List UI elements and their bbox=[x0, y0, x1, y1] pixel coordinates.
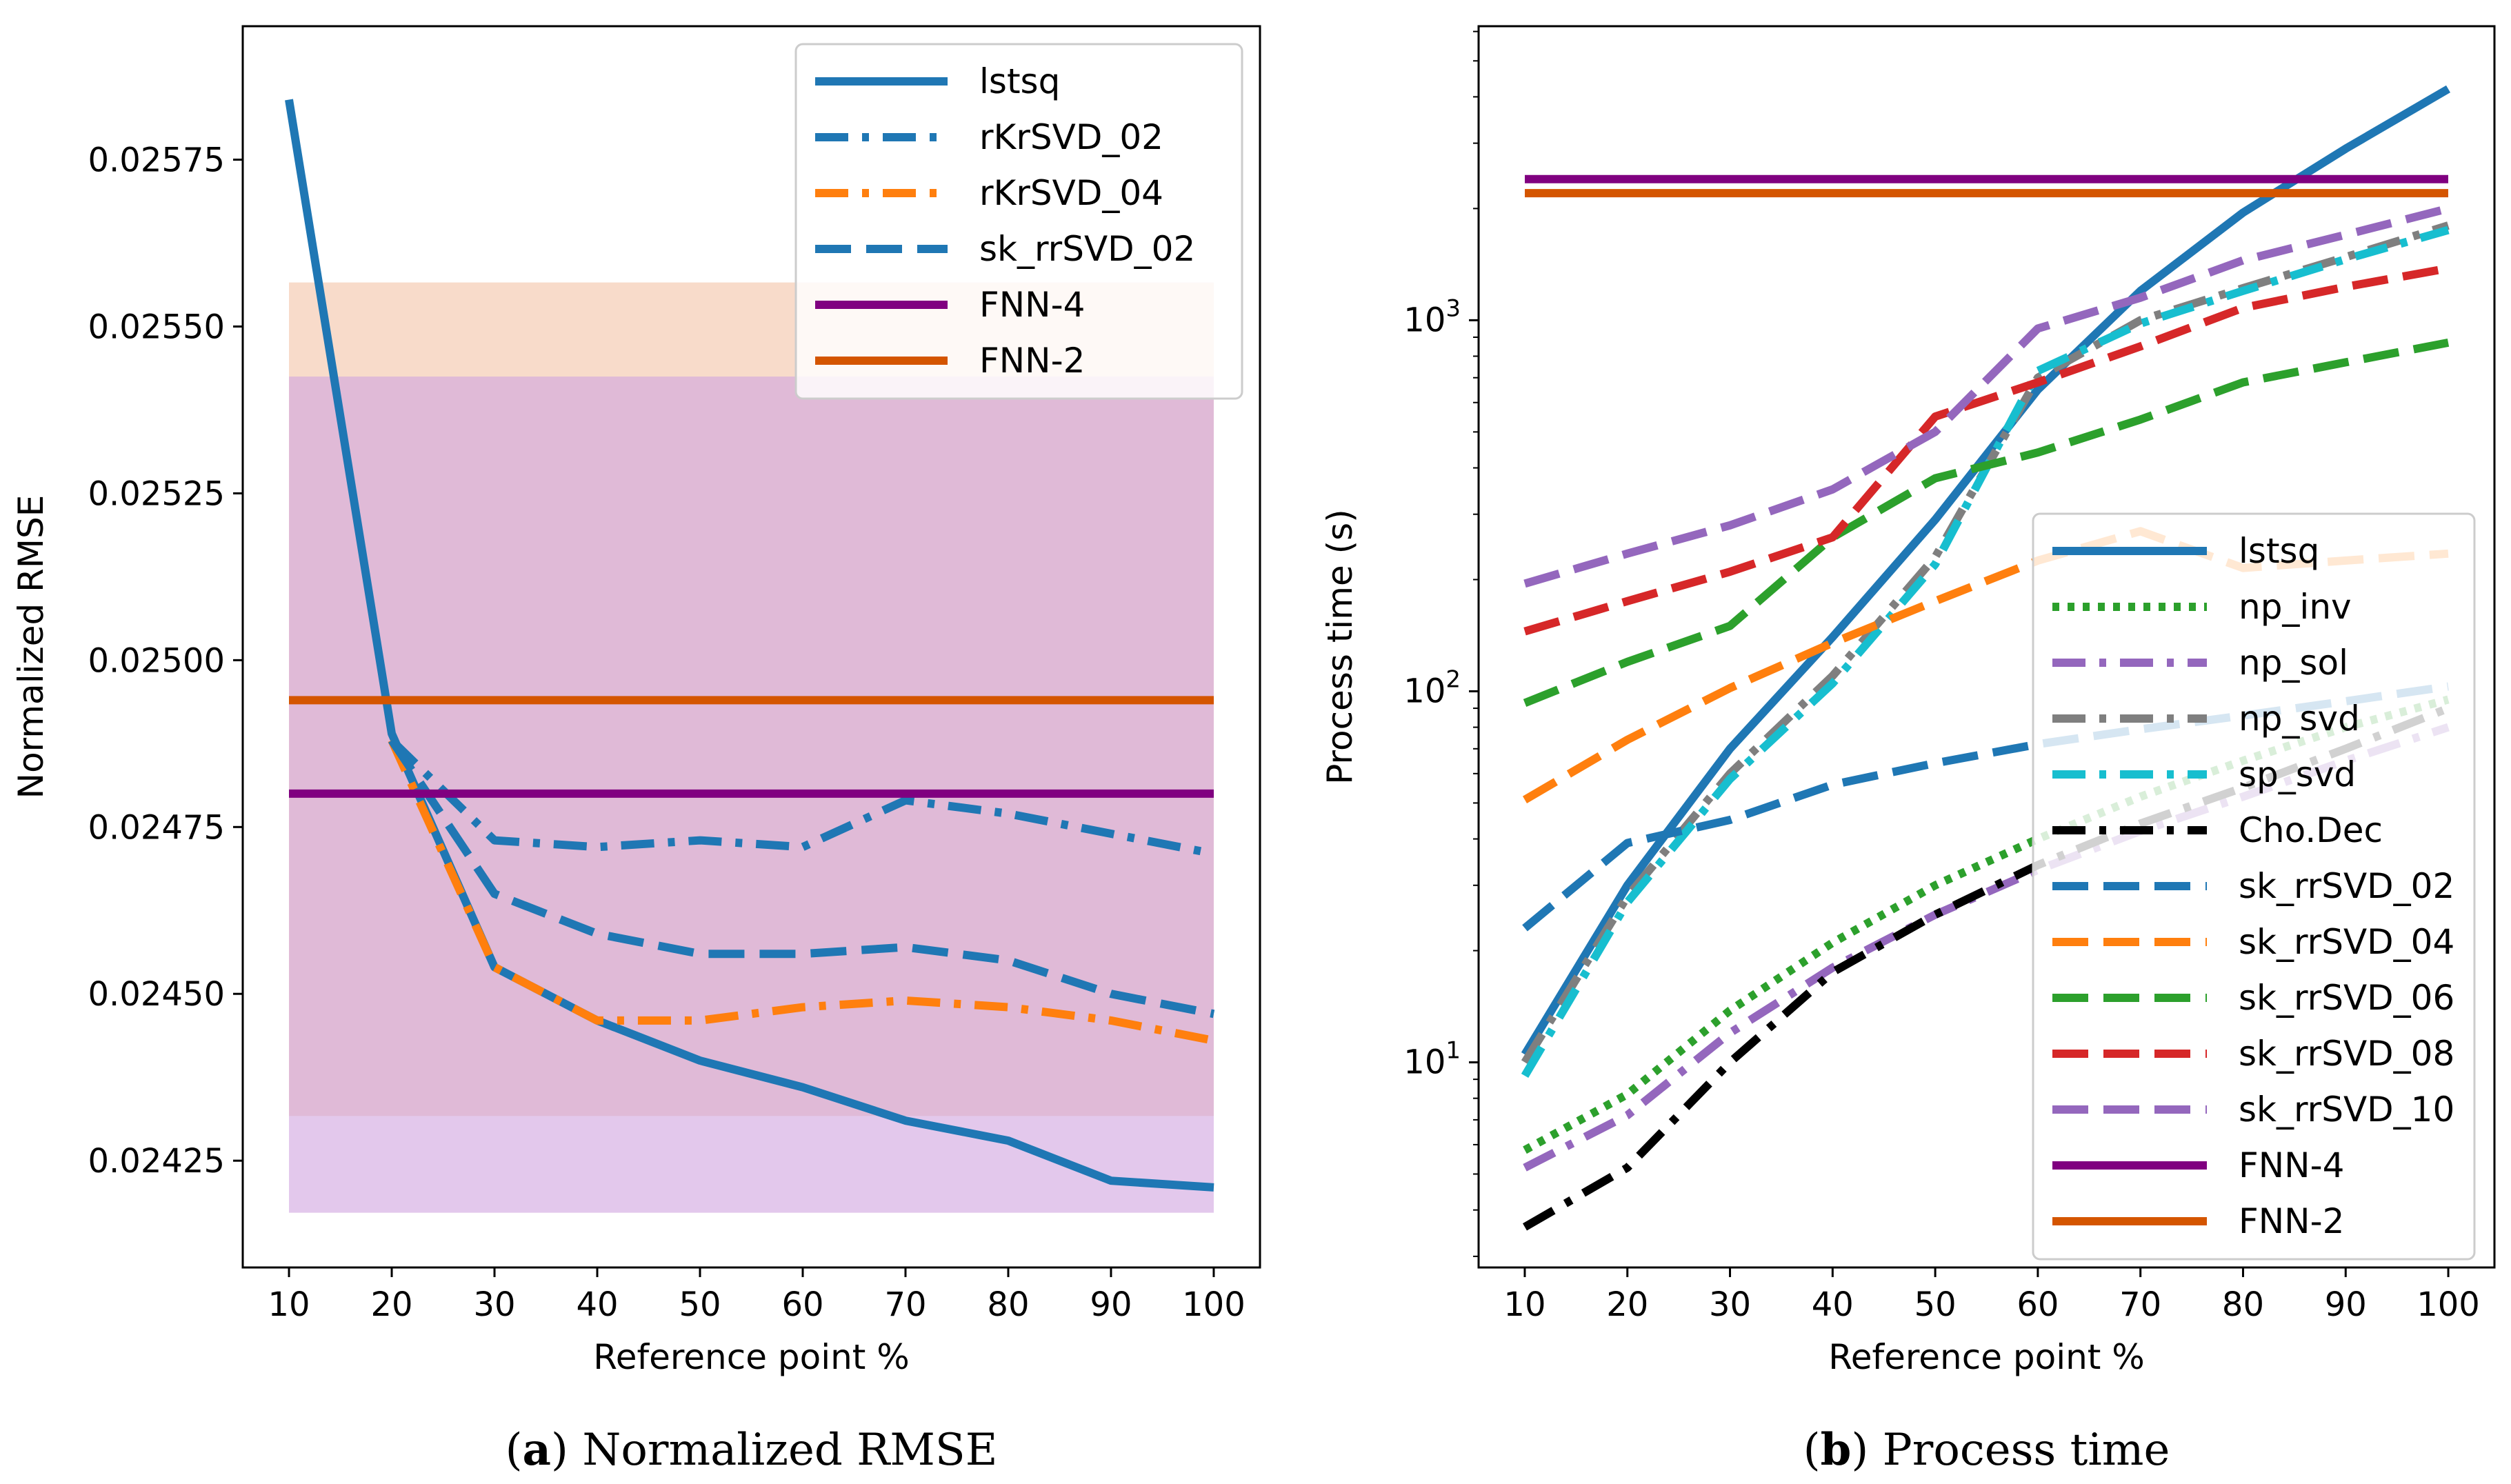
legend-label-FNN-2: FNN-2 bbox=[2239, 1201, 2344, 1241]
legend-label-Cho.Dec: Cho.Dec bbox=[2239, 810, 2383, 850]
legend-label-sk_rrSVD_10: sk_rrSVD_10 bbox=[2239, 1090, 2454, 1130]
x-tick-label: 70 bbox=[884, 1285, 926, 1324]
legend-box bbox=[794, 43, 1243, 400]
legend-label-sk_rrSVD_02: sk_rrSVD_02 bbox=[2239, 866, 2454, 906]
legend-label-sp_svd: sp_svd bbox=[2239, 754, 2356, 794]
x-tick-label: 90 bbox=[1090, 1285, 1132, 1324]
legend-label-FNN-4: FNN-4 bbox=[2239, 1145, 2344, 1185]
legend-label-sk_rrSVD_02: sk_rrSVD_02 bbox=[979, 229, 1195, 269]
x-tick-label: 60 bbox=[781, 1285, 823, 1324]
y-tick-label: 103 bbox=[1403, 294, 1461, 339]
legend-label-np_inv: np_inv bbox=[2239, 587, 2352, 627]
legend-label-lstsq: lstsq bbox=[979, 61, 1060, 101]
y-tick-label: 0.02575 bbox=[88, 141, 226, 180]
x-tick-label: 40 bbox=[1812, 1285, 1854, 1324]
legend-label-sk_rrSVD_06: sk_rrSVD_06 bbox=[2239, 978, 2454, 1018]
x-tick-label: 20 bbox=[370, 1285, 412, 1324]
x-tick-label: 70 bbox=[2119, 1285, 2161, 1324]
x-tick-label: 30 bbox=[1709, 1285, 1751, 1324]
legend-label-FNN-2: FNN-2 bbox=[979, 341, 1085, 381]
series-line-sk_rrSVD_02 bbox=[1522, 682, 2449, 932]
x-tick-label: 100 bbox=[2417, 1285, 2480, 1324]
panel-b: 10 20 30 40 50 60 70 80 90 100 101 102 103 Reference … bbox=[1320, 25, 2496, 1476]
y-tick-label: 0.02475 bbox=[88, 808, 226, 847]
x-tick-label: 80 bbox=[987, 1285, 1029, 1324]
panel-a: 10 20 30 40 50 60 70 80 90 100 0.02425 0.02450 0.024… bbox=[11, 25, 1261, 1476]
y-tick-label: 101 bbox=[1403, 1037, 1461, 1082]
legend-label-rKrSVD_04: rKrSVD_04 bbox=[979, 173, 1163, 213]
axes-frame bbox=[1477, 25, 2496, 1269]
y-axis-label: Process time (s) bbox=[1320, 509, 1360, 785]
legend-label-rKrSVD_02: rKrSVD_02 bbox=[979, 117, 1163, 157]
y-tick-label: 0.02425 bbox=[88, 1142, 226, 1181]
x-tick-label: 80 bbox=[2222, 1285, 2264, 1324]
panel-caption: (b) Process time bbox=[1803, 1424, 2170, 1476]
legend-label-np_sol: np_sol bbox=[2239, 643, 2348, 683]
x-tick-label: 20 bbox=[1606, 1285, 1648, 1324]
y-tick-label: 0.02450 bbox=[88, 975, 226, 1014]
y-tick-label: 0.02525 bbox=[88, 474, 226, 513]
legend-label-np_svd: np_svd bbox=[2239, 699, 2360, 739]
x-axis-label: Reference point % bbox=[593, 1337, 910, 1377]
legend-label-FNN-4: FNN-4 bbox=[979, 285, 1085, 325]
x-tick-label: 30 bbox=[473, 1285, 515, 1324]
x-tick-label: 10 bbox=[1503, 1285, 1545, 1324]
y-tick-label: 0.02550 bbox=[88, 308, 226, 346]
y-axis-label: Normalized RMSE bbox=[11, 495, 51, 799]
legend-label-sk_rrSVD_04: sk_rrSVD_04 bbox=[2239, 922, 2454, 962]
x-tick-label: 10 bbox=[268, 1285, 310, 1324]
axes-frame bbox=[241, 25, 1261, 1269]
x-tick-label: 100 bbox=[1182, 1285, 1246, 1324]
x-tick-label: 60 bbox=[2017, 1285, 2059, 1324]
series-line-lstsq bbox=[285, 99, 1214, 1192]
y-tick-label: 102 bbox=[1403, 665, 1461, 710]
series-line-sk_rrSVD_06 bbox=[1523, 339, 2450, 707]
panel-caption: (a) Normalized RMSE bbox=[506, 1424, 998, 1476]
x-tick-label: 50 bbox=[1914, 1285, 1957, 1324]
legend-box bbox=[2032, 512, 2476, 1261]
y-tick-label: 0.02500 bbox=[88, 641, 226, 680]
legend-label-sk_rrSVD_08: sk_rrSVD_08 bbox=[2239, 1034, 2454, 1074]
x-tick-label: 90 bbox=[2325, 1285, 2367, 1324]
x-axis-label: Reference point % bbox=[1828, 1337, 2145, 1377]
series-line-sk_rrSVD_10 bbox=[1523, 204, 2450, 588]
legend-label-lstsq: lstsq bbox=[2239, 531, 2319, 571]
x-tick-label: 40 bbox=[576, 1285, 618, 1324]
x-tick-label: 50 bbox=[679, 1285, 721, 1324]
series-line-sk_rrSVD_08 bbox=[1523, 264, 2450, 636]
series-line-np_inv bbox=[1523, 695, 2450, 1154]
series-line-rKrSVD_04 bbox=[388, 739, 1215, 1045]
series-line-sk_rrSVD_02 bbox=[388, 738, 1215, 1019]
